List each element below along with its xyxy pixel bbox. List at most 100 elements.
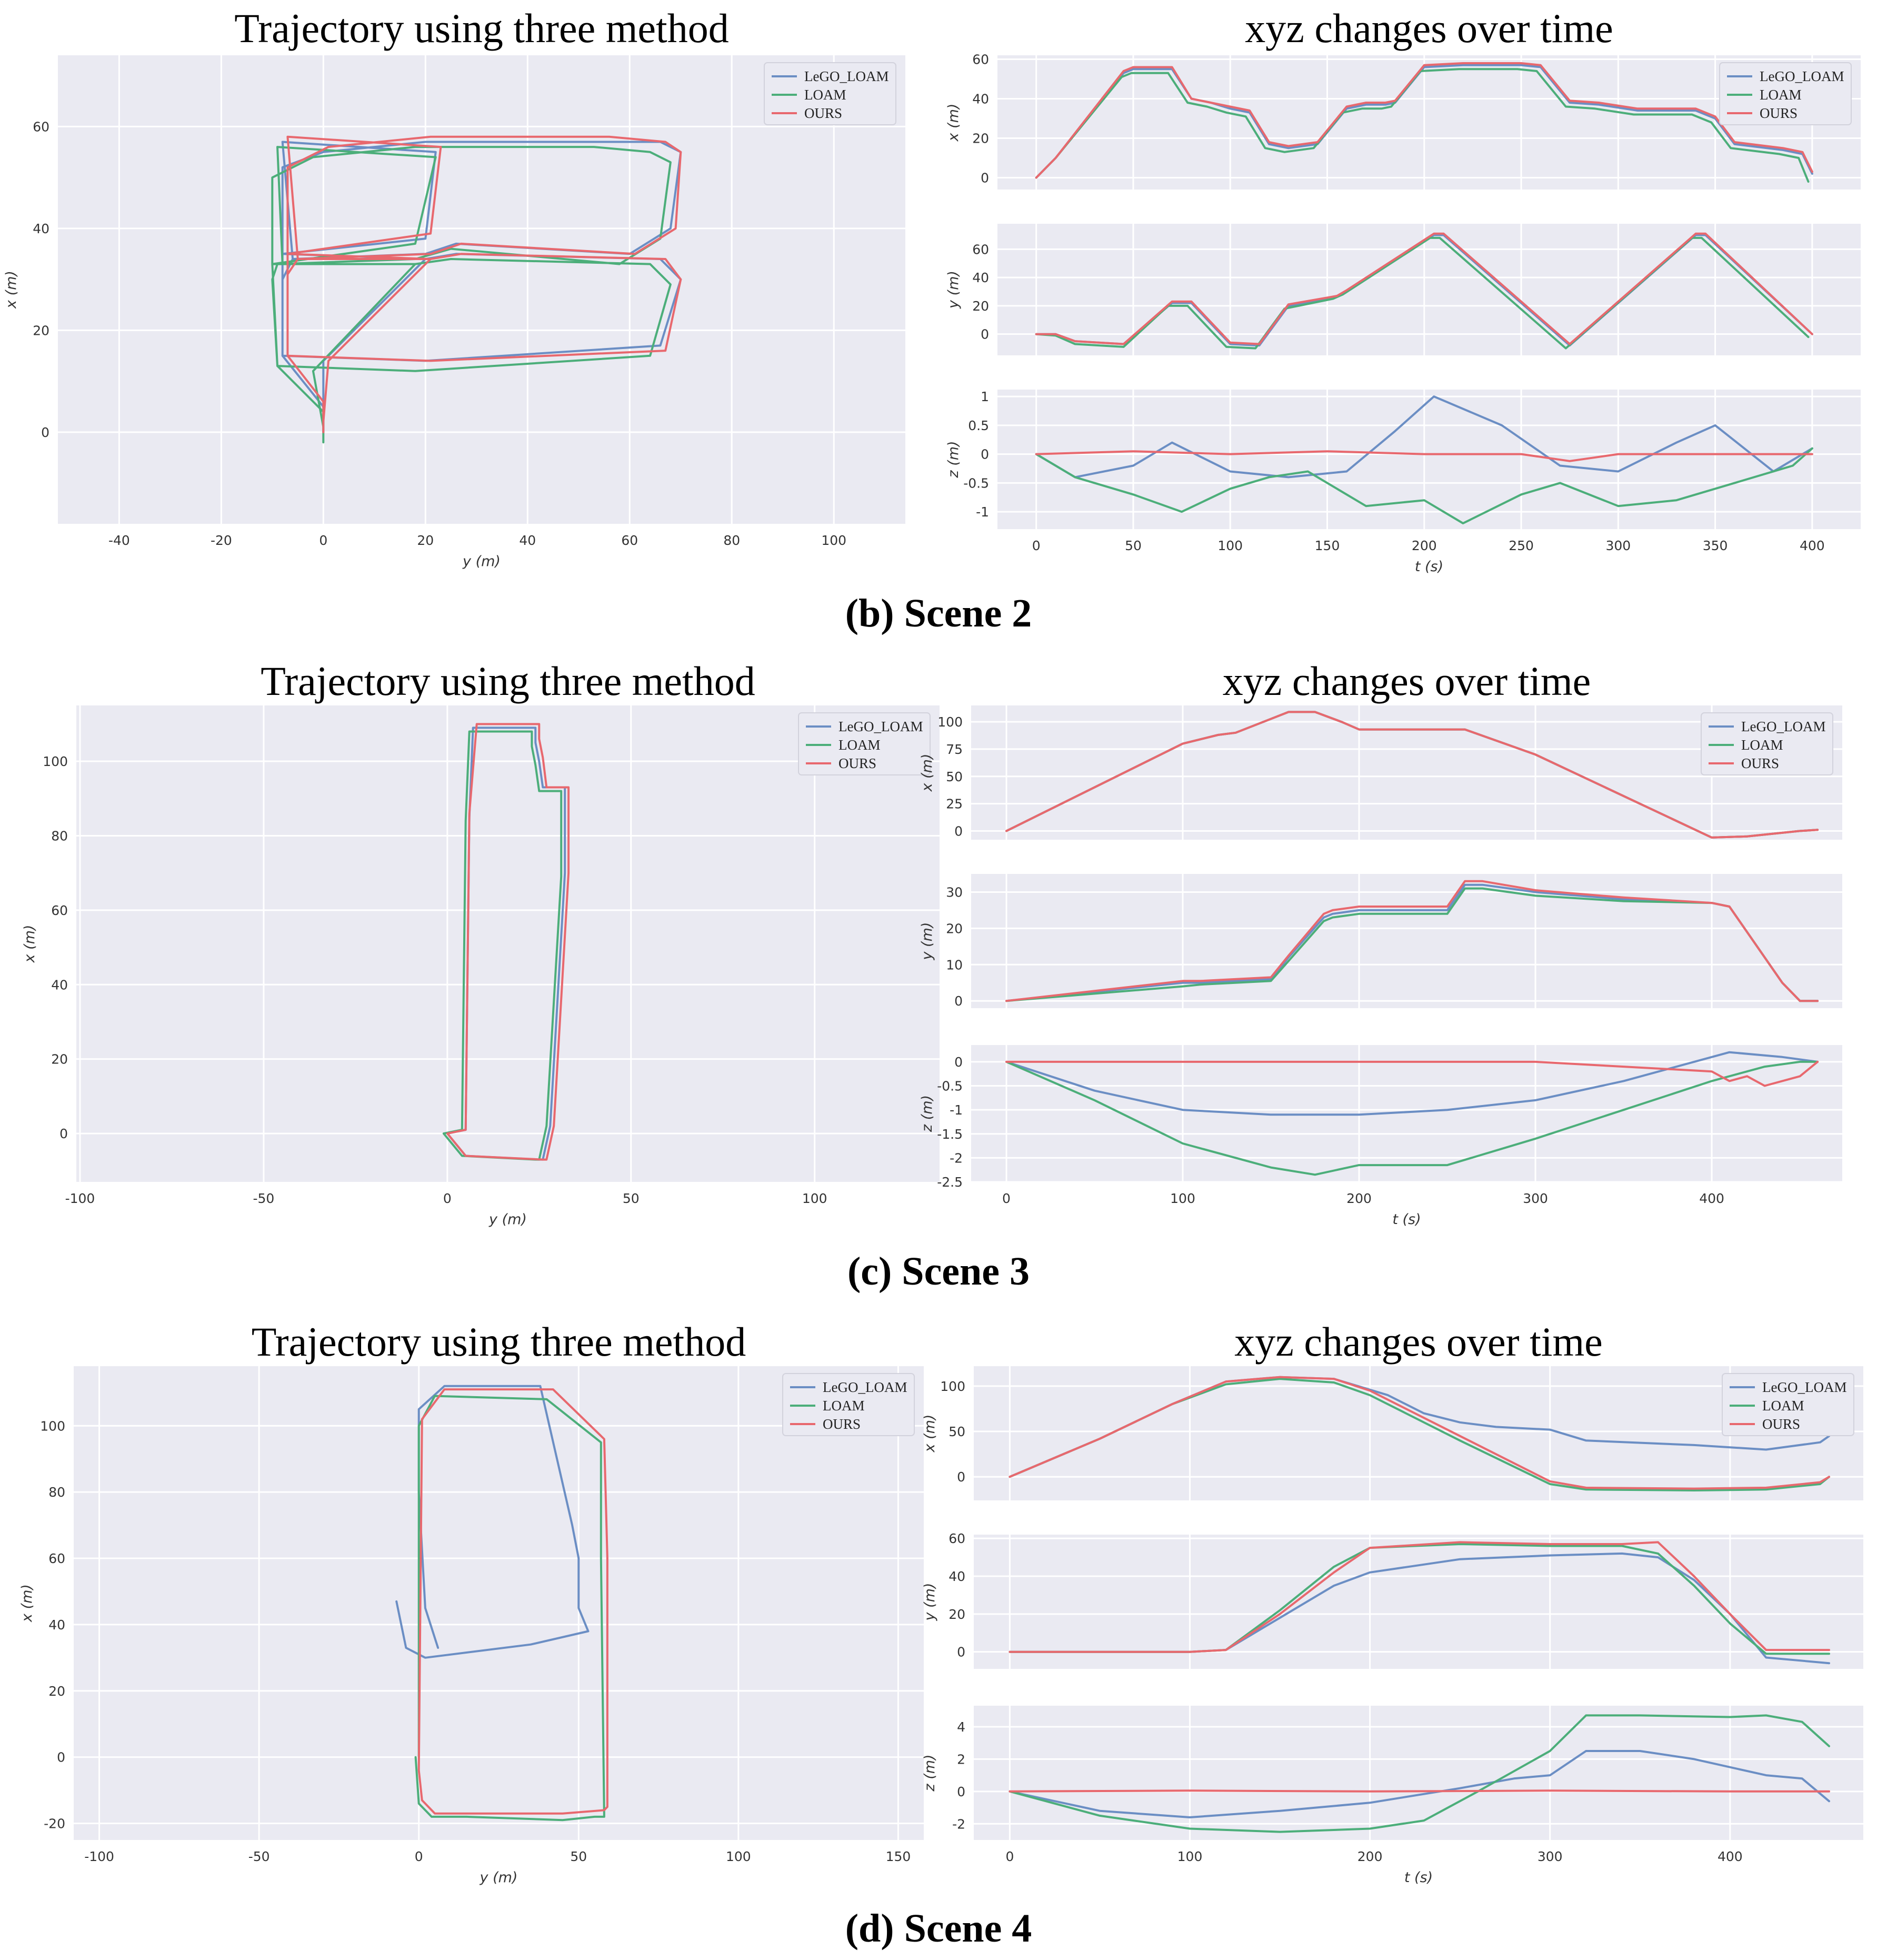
panel-s2-x: 0 20 40 60 x (m) xyz changes over time LeGO_LO… <box>945 5 1861 190</box>
y-tick-label: 20 <box>51 1052 68 1067</box>
y-tick-label: 30 <box>946 884 963 900</box>
x-tick-label: -50 <box>248 1849 270 1864</box>
legend: LeGO_LOAM LOAM OURS <box>1701 712 1833 775</box>
y-tick-label: 80 <box>48 1485 65 1500</box>
x-tick-label: 300 <box>1523 1191 1548 1206</box>
y-tick-label: 0 <box>981 171 989 186</box>
y-axis-label: y (m) <box>922 1583 938 1621</box>
plot-area <box>76 705 940 1182</box>
legend-label: OURS <box>823 1416 861 1432</box>
legend: LeGO_LOAM LOAM OURS <box>782 1373 915 1436</box>
y-tick-label: -2.5 <box>937 1175 963 1190</box>
y-axis-label: x (m) <box>19 1584 35 1623</box>
series-line-loam <box>1005 1060 1819 1176</box>
series-line-ours <box>417 1388 608 1815</box>
panel-s2-traj: -40 -20 0 20 40 60 80 100 0 20 40 60 y (m) x (m) Traje… <box>3 5 905 570</box>
y-axis-label: y (m) <box>945 271 962 309</box>
y-tick-label: 100 <box>40 1418 65 1434</box>
series-line-loam <box>1009 1714 1830 1833</box>
y-tick-label: -20 <box>44 1816 65 1832</box>
x-tick-label: 80 <box>723 533 740 548</box>
x-tick-label: -20 <box>211 533 232 548</box>
x-tick-label: 20 <box>417 533 434 548</box>
plot-area <box>974 1366 1863 1500</box>
legend-label: OURS <box>1760 105 1798 121</box>
legend: LeGO_LOAM LOAM OURS <box>1722 1373 1854 1436</box>
plot-area <box>971 874 1842 1008</box>
y-tick-label: 60 <box>51 903 68 918</box>
y-tick-label: 60 <box>48 1551 65 1566</box>
series-line-loam <box>1035 447 1813 524</box>
x-tick-label: -50 <box>253 1191 274 1206</box>
y-tick-label: 20 <box>946 921 963 936</box>
x-tick-label: 200 <box>1357 1849 1383 1864</box>
x-axis-label: y (m) <box>480 1869 518 1886</box>
legend-box <box>1722 1373 1854 1436</box>
caption-scene-3: (c) Scene 3 <box>847 1249 1030 1294</box>
x-tick-label: 0 <box>443 1191 452 1206</box>
legend-label: LeGO_LOAM <box>823 1379 907 1395</box>
x-tick-label: 0 <box>415 1849 423 1864</box>
series-line-ours <box>1035 62 1813 179</box>
y-axis-label: x (m) <box>919 754 935 792</box>
x-axis-label: t (s) <box>1392 1211 1421 1228</box>
chart-title: Trajectory using three method <box>234 5 728 51</box>
y-tick-label: 25 <box>946 797 963 812</box>
x-tick-label: 40 <box>519 533 536 548</box>
legend-label: LeGO_LOAM <box>804 68 888 84</box>
x-tick-label: 0 <box>1002 1191 1011 1206</box>
series-line-ours <box>446 723 570 1161</box>
y-axis-label: z (m) <box>945 441 962 478</box>
y-tick-label: 10 <box>946 957 963 972</box>
legend-label: OURS <box>838 755 876 771</box>
legend-label: LOAM <box>1760 87 1802 103</box>
series-line-ours <box>1009 1789 1830 1793</box>
x-tick-label: 100 <box>1217 538 1243 553</box>
y-axis-label: x (m) <box>945 104 962 142</box>
y-tick-label: 40 <box>51 977 68 992</box>
y-tick-label: 40 <box>972 92 989 107</box>
legend-box <box>764 62 896 125</box>
y-tick-label: 100 <box>937 714 963 730</box>
x-tick-label: 0 <box>1005 1849 1014 1864</box>
plot-area <box>971 1045 1842 1182</box>
series-line-ours <box>286 135 682 433</box>
y-axis-label: x (m) <box>3 271 19 309</box>
series-line-loam <box>1035 68 1810 183</box>
y-tick-label: 20 <box>33 323 49 338</box>
panel-s4-z: 0 100 200 300 400 -2 0 2 4 t (s) z (m) <box>922 1706 1863 1886</box>
y-tick-label: 0 <box>957 1645 965 1660</box>
legend-label: LOAM <box>823 1398 865 1414</box>
chart-title: xyz changes over time <box>1234 1319 1603 1365</box>
y-tick-label: -2 <box>950 1150 963 1166</box>
y-tick-label: 0 <box>954 823 963 839</box>
x-tick-label: 350 <box>1703 538 1728 553</box>
y-tick-label: 60 <box>949 1531 965 1546</box>
series-line-loam <box>414 1395 605 1822</box>
x-axis-label: t (s) <box>1415 559 1443 575</box>
series-line-lego-loam <box>1005 1051 1819 1116</box>
series-line-ours <box>1005 1060 1819 1087</box>
series-line-ours <box>1009 1541 1830 1653</box>
caption-scene-4: (d) Scene 4 <box>845 1906 1032 1951</box>
legend-box <box>1719 62 1852 125</box>
legend-label: OURS <box>804 105 842 121</box>
legend-label: OURS <box>1762 1416 1800 1432</box>
x-tick-label: 150 <box>1315 538 1340 553</box>
legend-label: LeGO_LOAM <box>838 719 923 734</box>
legend-label: LeGO_LOAM <box>1762 1379 1846 1395</box>
y-tick-label: -2 <box>952 1816 965 1832</box>
panel-s3-z: 0 100 200 300 400 -2.5 -2 -1.5 -1 -0.5 0 t (s) z (m) <box>919 1045 1842 1228</box>
y-tick-label: 100 <box>43 754 68 769</box>
y-tick-label: 50 <box>949 1424 965 1439</box>
series-line-lego-loam <box>1035 395 1813 479</box>
x-tick-label: 0 <box>1032 538 1041 553</box>
x-tick-label: 200 <box>1412 538 1437 553</box>
y-tick-label: -1 <box>950 1102 963 1118</box>
x-tick-label: 300 <box>1605 538 1631 553</box>
y-tick-label: 0 <box>957 1784 965 1799</box>
panel-s2-y: 0 20 40 60 y (m) <box>945 224 1861 355</box>
plot-area <box>997 55 1861 190</box>
y-tick-label: 40 <box>48 1617 65 1633</box>
y-axis-label: z (m) <box>922 1754 938 1792</box>
